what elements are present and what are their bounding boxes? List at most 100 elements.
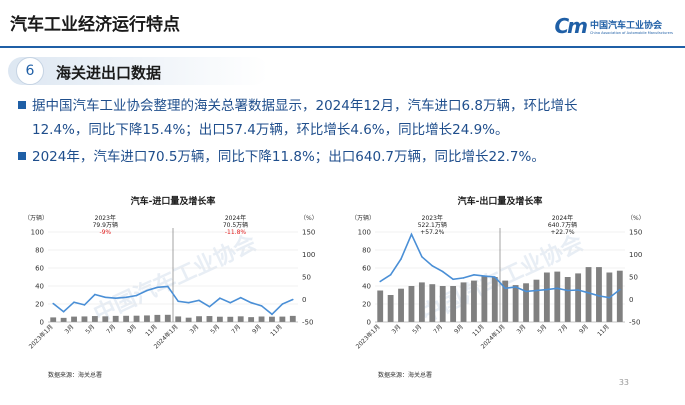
growth-point <box>62 310 65 313</box>
caam-logo: Cm 中国汽车工业协会 China Association of Automob… <box>554 14 673 38</box>
growth-point <box>187 301 190 304</box>
growth-point <box>239 296 242 299</box>
bar-mark <box>123 315 130 322</box>
growth-point <box>504 287 507 290</box>
annotation-growth: +57.2% <box>420 229 444 236</box>
x-tick-label: 9月 <box>126 323 138 335</box>
bullet-1: 据中国汽车工业协会整理的海关总署数据显示，2024年12月，汽车进口6.8万辆，… <box>18 94 578 118</box>
growth-point <box>598 295 600 297</box>
annotation-year: 2024年 <box>225 214 246 222</box>
title-divider <box>0 46 685 48</box>
growth-point <box>441 270 444 273</box>
annotation-value: 640.7万辆 <box>548 221 577 229</box>
x-tick-label: 7月 <box>432 323 444 335</box>
bar-mark <box>289 315 296 322</box>
annotation-growth: +22.7% <box>550 229 574 236</box>
y-left-tick-label: 60 <box>35 265 44 273</box>
bar-mark <box>175 316 182 322</box>
bar-mark <box>533 279 540 322</box>
bar-mark <box>91 316 98 322</box>
annotation-value: 70.5万辆 <box>223 221 248 229</box>
x-tick-label: 9月 <box>578 323 590 335</box>
bar-mark <box>269 316 275 322</box>
bar-mark <box>450 286 457 322</box>
x-tick-label: 3月 <box>189 323 201 335</box>
bullet-1-continued: 12.4%，同比下降15.4%；出口57.4万辆，环比增长4.6%，同比增长24… <box>32 122 509 138</box>
annotation-value: 522.1万辆 <box>418 221 447 229</box>
bar-mark <box>112 315 119 322</box>
growth-point <box>452 278 454 281</box>
slide-title: 汽车工业经济运行特点 <box>10 15 180 35</box>
bar-mark <box>502 280 509 322</box>
y-right-tick-label: -50 <box>629 319 640 327</box>
section-title: 海关进出口数据 <box>56 64 162 82</box>
growth-point <box>114 297 117 299</box>
y-right-tick-label: 50 <box>629 274 638 282</box>
y-left-tick-label: 80 <box>35 247 44 255</box>
bar-mark <box>491 277 498 322</box>
bullet-square-icon <box>18 152 26 160</box>
caam-logo-icon: Cm <box>554 14 588 38</box>
growth-point <box>260 305 263 307</box>
chart-title: 汽车-出口量及增长率 <box>458 195 543 207</box>
y-right-tick-label: 0 <box>629 296 633 304</box>
growth-point <box>379 280 382 283</box>
bar-mark <box>408 286 415 322</box>
bar-mark <box>206 316 213 322</box>
growth-point <box>52 302 55 305</box>
growth-point <box>483 275 486 277</box>
page-number: 33 <box>618 378 629 387</box>
y-left-tick-label: 100 <box>31 229 44 237</box>
bar-mark <box>512 285 519 322</box>
growth-point <box>410 233 413 236</box>
y-right-tick-label: 100 <box>302 251 315 259</box>
x-tick-label: 9月 <box>251 323 263 335</box>
annotation-value: 79.9万辆 <box>93 221 118 229</box>
growth-point <box>556 287 559 290</box>
growth-point <box>208 305 211 308</box>
growth-point <box>250 301 252 304</box>
bar-mark <box>71 316 77 322</box>
x-tick-label: 11月 <box>144 323 159 338</box>
bar-mark <box>164 314 171 322</box>
growth-point <box>281 303 284 305</box>
y-right-tick-label: 100 <box>629 251 642 259</box>
bar-mark <box>429 284 436 322</box>
growth-point <box>104 296 107 299</box>
growth-point <box>219 297 221 299</box>
growth-point <box>608 296 611 299</box>
bar-mark <box>248 317 255 322</box>
growth-point <box>94 293 96 296</box>
y-right-tick-label: -50 <box>302 319 313 327</box>
y-left-tick-label: 40 <box>362 283 371 291</box>
bar-mark <box>575 273 582 322</box>
growth-point <box>566 289 569 292</box>
section-header-bg <box>8 57 268 85</box>
y-left-tick-label: 0 <box>40 319 44 327</box>
x-tick-label: 7月 <box>105 323 117 335</box>
bar-mark <box>154 314 161 322</box>
export-source: 数据来源：海关总署 <box>378 372 433 379</box>
bar-mark <box>102 316 109 322</box>
y-left-unit: （万辆） <box>24 214 48 222</box>
y-left-tick-label: 0 <box>367 319 371 327</box>
x-tick-label: 2023年1月 <box>354 323 382 351</box>
watermark-text: 中国汽车工业协会 <box>90 230 261 328</box>
growth-point <box>493 276 496 278</box>
x-tick-label: 7月 <box>230 323 242 335</box>
y-left-tick-label: 20 <box>362 301 371 309</box>
bar-mark <box>481 276 488 322</box>
bar-mark <box>543 272 550 322</box>
growth-point <box>514 286 517 288</box>
bar-mark <box>616 270 623 322</box>
growth-point <box>473 273 475 276</box>
y-left-tick-label: 40 <box>35 283 44 291</box>
bar-mark <box>60 317 67 322</box>
x-tick-label: 9月 <box>453 323 465 335</box>
growth-point <box>73 301 75 303</box>
x-tick-label: 2023年1月 <box>27 323 55 351</box>
growth-point <box>146 289 148 292</box>
bar-mark <box>227 316 234 322</box>
bar-mark <box>237 316 244 322</box>
growth-point <box>431 264 434 267</box>
